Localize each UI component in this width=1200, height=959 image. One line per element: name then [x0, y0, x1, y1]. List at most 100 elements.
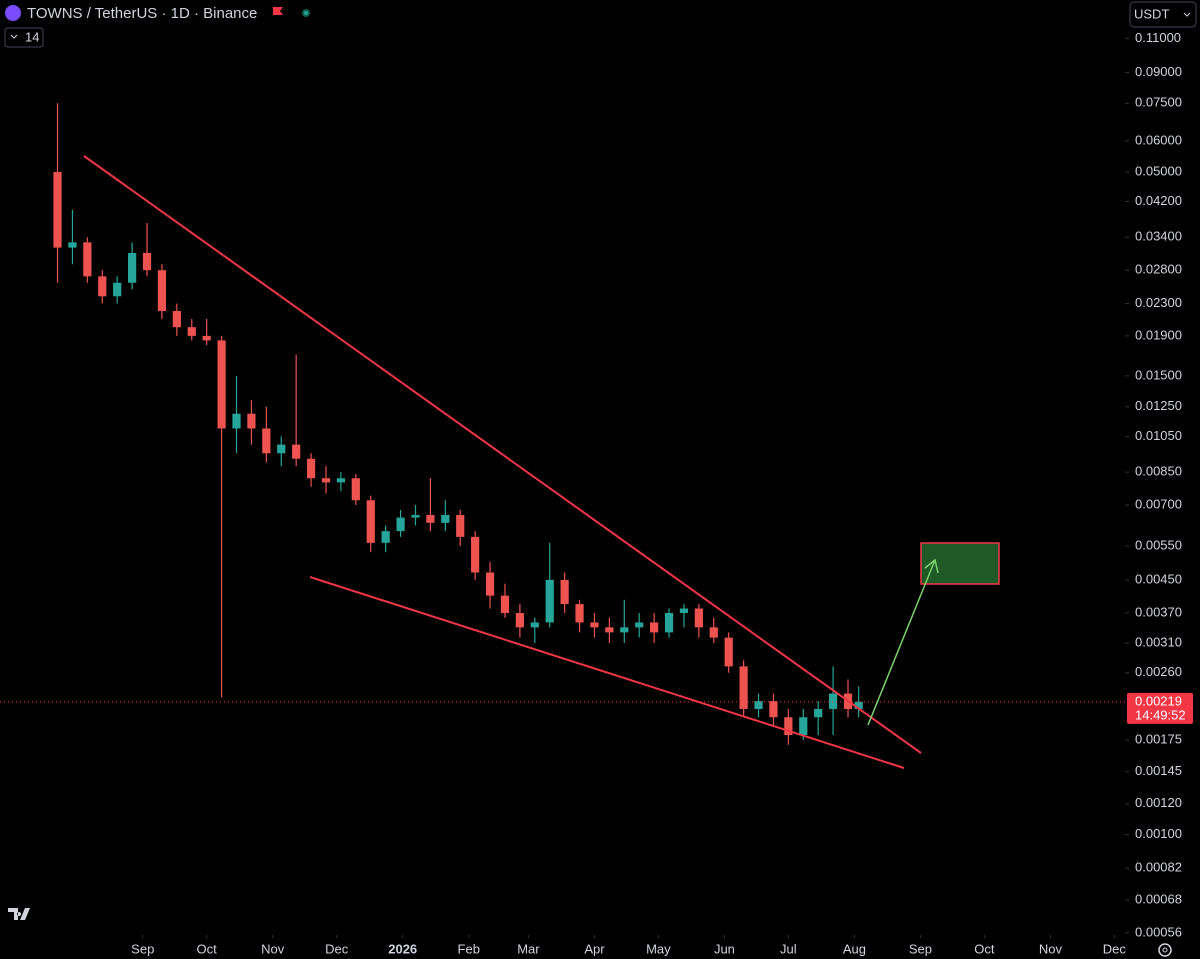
y-tick-label: 0.01900 [1135, 327, 1182, 342]
candle-body [336, 478, 346, 483]
indicator-toggle[interactable] [4, 27, 44, 48]
y-tick-label: 0.00260 [1135, 664, 1182, 679]
candle-body [854, 701, 863, 709]
y-tick-label: 0.00100 [1135, 826, 1182, 841]
candle-body [128, 252, 137, 283]
candle-body [98, 276, 107, 297]
candle-body [739, 666, 748, 709]
candle-body [709, 627, 718, 638]
symbol-logo [5, 5, 21, 21]
candle-body [784, 717, 793, 736]
flag-icon[interactable] [273, 7, 283, 15]
chevron [10, 34, 18, 39]
candle-body [351, 478, 360, 501]
x-tick-label: 2026 [388, 941, 417, 956]
x-tick-label: Oct [974, 941, 995, 956]
candle-body [545, 579, 554, 623]
candle-body [202, 335, 211, 341]
x-tick-label: Aug [843, 941, 866, 956]
candle-body [620, 627, 629, 633]
candle-body [560, 579, 569, 605]
currency-select[interactable] [1129, 1, 1197, 28]
candle-body [456, 514, 465, 537]
countdown-label: 14:49:52 [1135, 707, 1186, 722]
y-tick-label: 0.05000 [1135, 163, 1182, 178]
y-tick-label: 0.00145 [1135, 763, 1182, 778]
x-tick-label: Nov [1039, 941, 1063, 956]
candle-body [828, 693, 838, 709]
candle-body [157, 270, 167, 312]
y-tick-label: 0.01050 [1135, 428, 1182, 443]
indicator-value: 14 [25, 29, 39, 44]
status-dot-core [304, 11, 308, 15]
candle-body [635, 622, 644, 628]
x-tick-label: Sep [131, 941, 154, 956]
candle-body [217, 340, 226, 429]
y-tick-label: 0.03400 [1135, 229, 1182, 244]
candle-body [530, 622, 539, 628]
candle-body [754, 701, 763, 709]
y-tick-label: 0.00056 [1135, 924, 1182, 939]
y-tick-label: 0.00120 [1135, 795, 1182, 810]
x-tick-label: Dec [1103, 941, 1127, 956]
x-tick-label: Mar [517, 941, 540, 956]
candle-body [694, 608, 703, 628]
y-tick-label: 0.00370 [1135, 604, 1182, 619]
settings-icon-core [1162, 947, 1168, 953]
candle-body [68, 242, 77, 248]
candle-body [471, 536, 480, 573]
candle-body [814, 708, 823, 718]
x-tick-label: May [646, 941, 671, 956]
tv-logo[interactable] [8, 908, 30, 920]
x-tick-label: Feb [458, 941, 480, 956]
y-tick-label: 0.02300 [1135, 295, 1182, 310]
x-tick-label: Sep [909, 941, 932, 956]
y-tick-label: 0.00082 [1135, 860, 1182, 875]
candle-body [232, 413, 241, 429]
y-tick-label: 0.00450 [1135, 571, 1182, 586]
target-zone [920, 542, 1000, 585]
trendline-lower [309, 576, 905, 769]
candle-body [292, 444, 301, 459]
candle-body [321, 478, 331, 483]
y-tick-label: 0.07500 [1135, 95, 1182, 110]
candle-body [426, 514, 435, 523]
settings-icon[interactable] [1158, 943, 1172, 957]
y-tick-label: 0.00175 [1135, 731, 1182, 746]
candle-body [247, 413, 256, 429]
candle-body [664, 613, 674, 633]
arrow-head [924, 558, 939, 574]
candle-body [441, 514, 450, 523]
candle-body [724, 637, 733, 667]
currency-label: USDT [1134, 6, 1169, 21]
y-tick-label: 0.00850 [1135, 464, 1182, 479]
chevron [1183, 12, 1191, 17]
y-tick-label: 0.00550 [1135, 537, 1182, 552]
y-tick-label: 0.04200 [1135, 193, 1182, 208]
candle-body [306, 458, 316, 479]
y-tick-label: 0.01250 [1135, 398, 1182, 413]
candle-body [650, 622, 659, 633]
last-price-label: 0.00219 [1135, 693, 1182, 708]
candle-body [515, 613, 524, 628]
candle-body [113, 282, 122, 297]
y-tick-label: 0.00310 [1135, 634, 1182, 649]
candle-body [396, 517, 405, 532]
symbol-title[interactable]: TOWNS / TetherUS · 1D · Binance [27, 5, 257, 22]
candle-body [83, 242, 92, 277]
y-tick-label: 0.00068 [1135, 891, 1182, 906]
candle-body [262, 428, 271, 454]
trendline-upper [83, 155, 922, 754]
candle-body [381, 531, 390, 543]
candle-body [679, 608, 689, 614]
plot [0, 103, 1125, 745]
y-tick-label: 0.06000 [1135, 133, 1182, 148]
candle-body [605, 627, 614, 633]
candle-body [366, 500, 375, 543]
candle-body [142, 252, 152, 271]
target-arrow [867, 559, 936, 726]
candle-body [799, 717, 808, 736]
